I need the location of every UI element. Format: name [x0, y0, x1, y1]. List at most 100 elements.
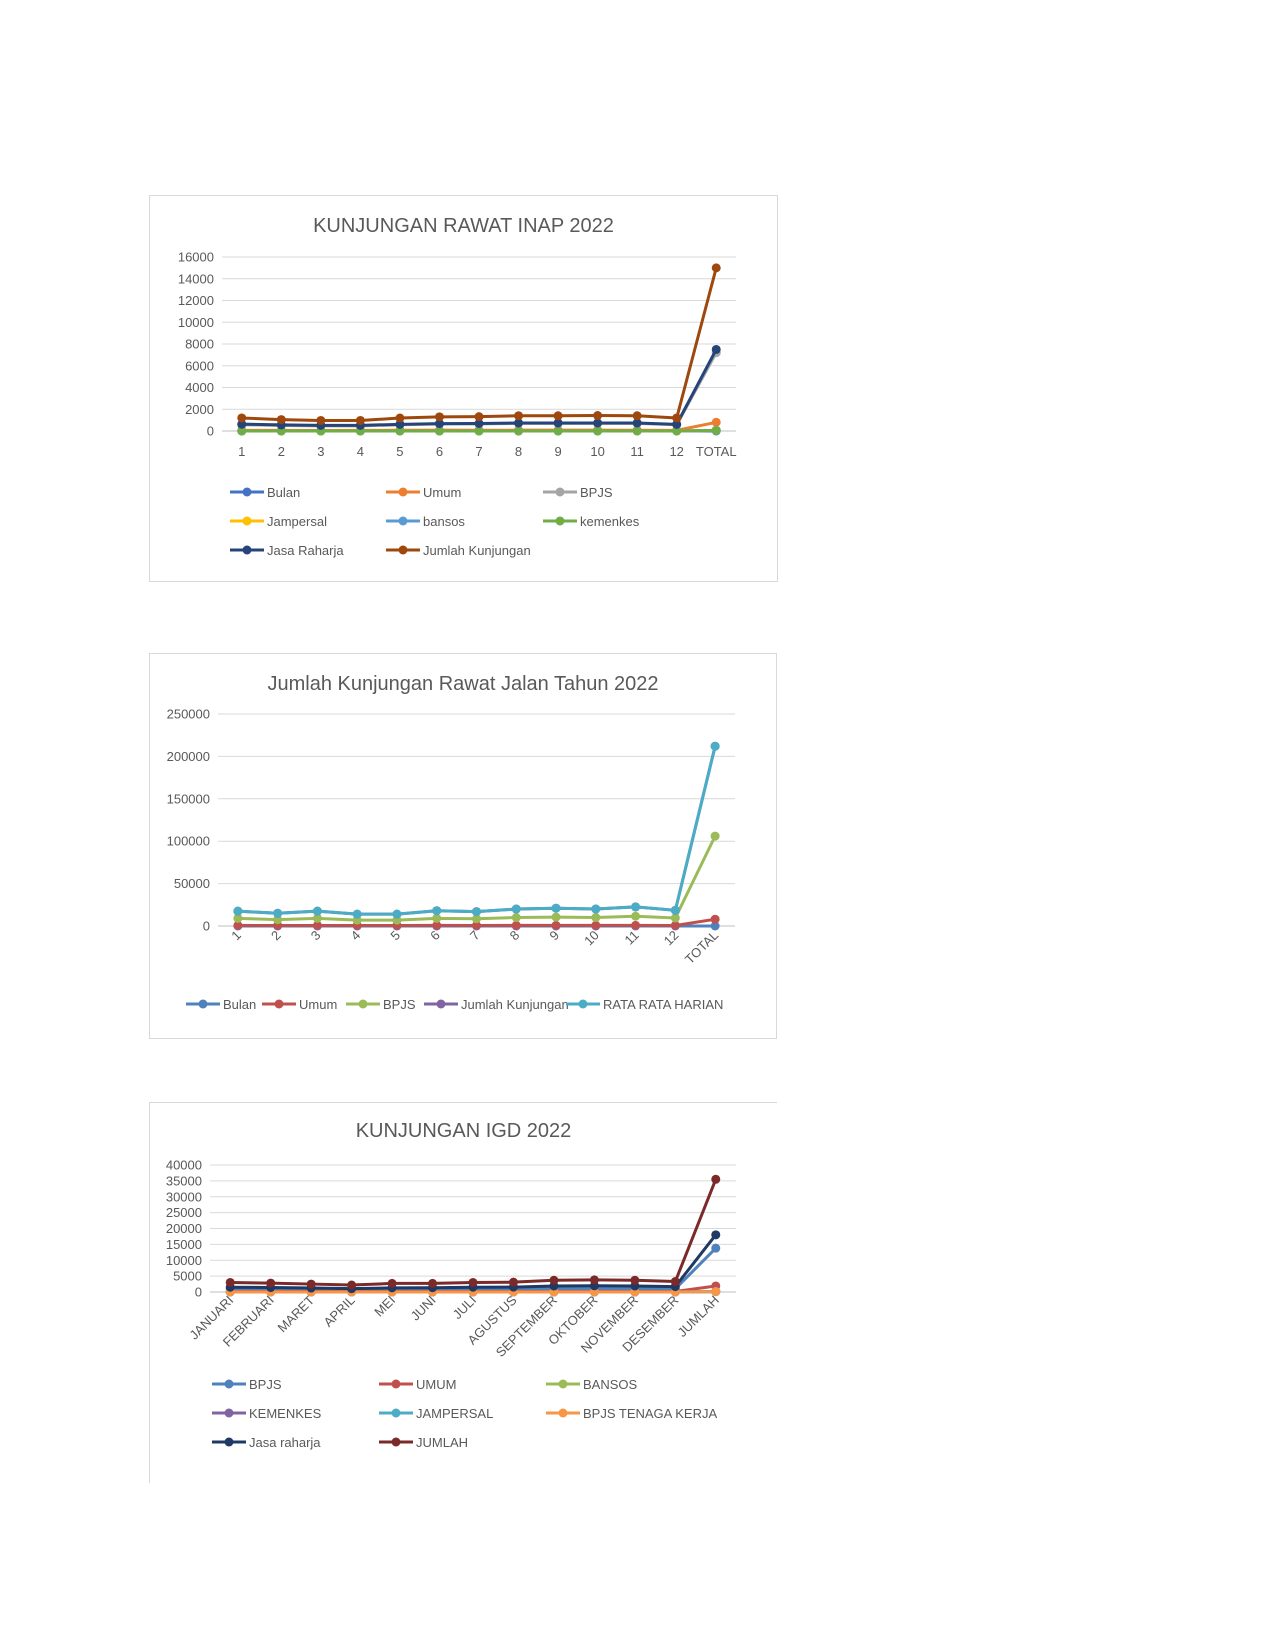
legend-label: Umum	[299, 997, 337, 1012]
y-tick-label: 50000	[174, 876, 210, 891]
y-tick-label: 0	[195, 1285, 202, 1300]
data-point	[631, 911, 641, 921]
legend-swatch-marker	[558, 1408, 568, 1418]
data-point	[591, 913, 601, 923]
series-line-4	[237, 745, 717, 916]
data-point	[237, 419, 247, 429]
legend-swatch-marker	[224, 1379, 234, 1389]
data-point	[672, 413, 682, 423]
legend-swatch-marker	[391, 1437, 401, 1447]
x-tick-label: 2	[278, 444, 285, 459]
y-tick-label: 40000	[166, 1158, 202, 1173]
y-tick-label: 12000	[178, 293, 214, 308]
legend-label: Bulan	[223, 997, 256, 1012]
legend-label: BANSOS	[583, 1377, 638, 1392]
data-point	[434, 419, 444, 429]
data-point	[511, 904, 521, 914]
data-point	[553, 426, 563, 436]
data-point	[428, 1278, 438, 1288]
data-point	[432, 906, 442, 916]
data-point	[630, 1275, 640, 1285]
data-point	[670, 1277, 680, 1287]
data-point	[233, 906, 243, 916]
data-point	[711, 425, 721, 435]
chart-title: KUNJUNGAN RAWAT INAP 2022	[313, 215, 614, 237]
data-point	[711, 1287, 721, 1297]
data-point	[670, 913, 680, 923]
data-point	[355, 415, 365, 425]
x-tick-label: 8	[515, 444, 522, 459]
data-point	[434, 426, 444, 436]
y-tick-label: 25000	[166, 1205, 202, 1220]
data-point	[472, 920, 481, 930]
data-point	[710, 914, 720, 924]
y-tick-label: 0	[203, 919, 210, 934]
legend-label: Jasa Raharja	[267, 543, 344, 558]
legend-swatch-marker	[398, 516, 408, 526]
data-point	[468, 1277, 478, 1287]
data-point	[710, 831, 720, 841]
x-tick-label: 11	[630, 444, 644, 459]
data-point	[591, 904, 601, 914]
data-point	[312, 920, 322, 930]
data-point	[432, 920, 442, 930]
data-point	[306, 1279, 316, 1289]
data-point	[511, 913, 521, 923]
line-chart-igd: KUNJUNGAN IGD 2022 0500010000150002000025…	[166, 1120, 736, 1450]
legend-swatch-marker	[224, 1408, 234, 1418]
data-point	[589, 1287, 599, 1297]
data-point	[472, 914, 481, 924]
x-tick-label: MARET	[274, 1292, 317, 1335]
y-tick-label: 0	[207, 424, 214, 439]
legend-label: BPJS	[383, 997, 416, 1012]
x-tick-label: 6	[436, 444, 443, 459]
data-point	[551, 903, 561, 913]
data-point	[225, 1277, 235, 1287]
legend-label: BPJS	[249, 1377, 282, 1392]
y-tick-label: 100000	[167, 834, 210, 849]
data-point	[670, 920, 680, 930]
data-point	[347, 1280, 357, 1290]
x-tick-label: TOTAL	[682, 928, 721, 967]
series-line-7	[230, 1178, 718, 1287]
data-point	[514, 426, 524, 436]
legend-swatch-marker	[555, 487, 565, 497]
data-point	[710, 741, 720, 751]
chart-title: KUNJUNGAN IGD 2022	[356, 1120, 572, 1142]
line-chart-rawat-inap: KUNJUNGAN RAWAT INAP 2022 0 2000 4000 6000 80…	[178, 215, 737, 558]
data-point	[551, 920, 561, 930]
data-point	[632, 411, 642, 421]
legend-label: Jumlah Kunjungan	[423, 543, 531, 558]
chart-panel-rawat-inap: KUNJUNGAN RAWAT INAP 2022 0 2000 4000 6000 80…	[149, 195, 778, 582]
data-point	[474, 412, 484, 422]
data-point	[474, 418, 484, 428]
legend-label: bansos	[423, 514, 465, 529]
x-tick-label: JUMLAH	[675, 1293, 722, 1340]
y-tick-label: 5000	[173, 1269, 202, 1284]
legend-swatch-marker	[398, 487, 408, 497]
y-tick-label: 35000	[166, 1173, 202, 1188]
data-point	[710, 921, 720, 931]
x-tick-label: JULI	[450, 1293, 480, 1323]
data-point	[432, 913, 442, 923]
legend-swatch-marker	[436, 999, 446, 1009]
chart-panel-igd: KUNJUNGAN IGD 2022 0 5000 10000 15000 20000 25…	[149, 1102, 777, 1483]
chart-panel-rawat-jalan: Jumlah Kunjungan Rawat Jalan Tahun 2022 0…	[149, 653, 777, 1039]
line-chart-rawat-jalan: Jumlah Kunjungan Rawat Jalan Tahun 2022 0…	[167, 673, 735, 1012]
data-point	[553, 418, 563, 428]
data-point	[395, 419, 405, 429]
y-tick-label: 30000	[166, 1189, 202, 1204]
data-point	[511, 920, 521, 930]
data-point	[237, 426, 247, 436]
y-tick-label: 8000	[185, 337, 214, 352]
data-point	[549, 1275, 559, 1285]
legend-swatch-marker	[242, 487, 252, 497]
data-point	[387, 1278, 397, 1288]
legend-label: Umum	[423, 485, 461, 500]
data-point	[514, 418, 524, 428]
data-point	[474, 426, 484, 436]
data-point	[395, 413, 405, 423]
legend-label: KEMENKES	[249, 1406, 322, 1421]
y-tick-label: 14000	[178, 271, 214, 286]
legend-swatch-marker	[578, 999, 588, 1009]
